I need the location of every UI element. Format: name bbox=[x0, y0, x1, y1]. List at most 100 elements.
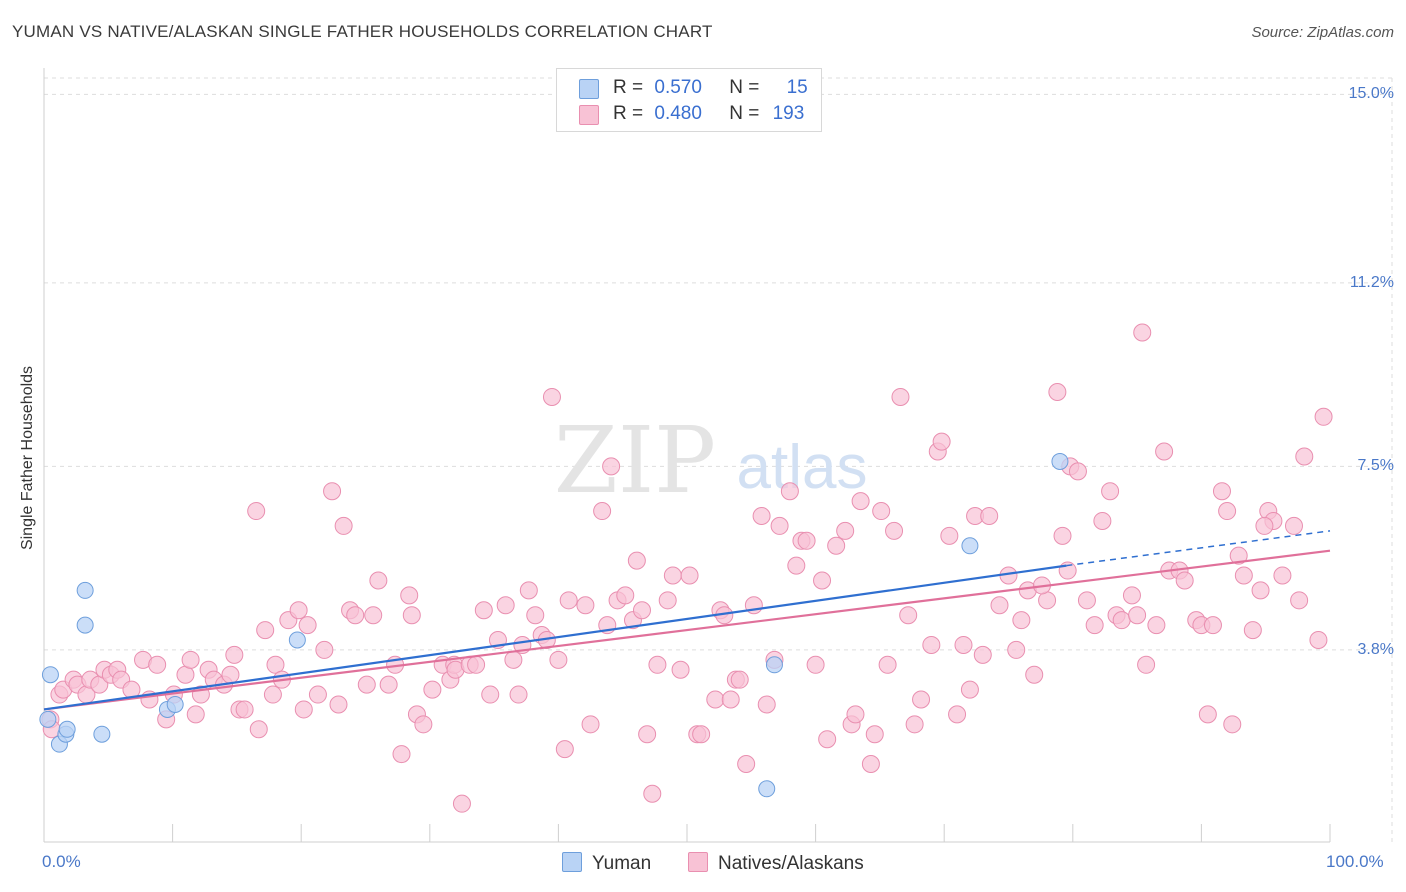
natives-point bbox=[770, 516, 789, 535]
natives-point bbox=[559, 591, 578, 610]
natives-point bbox=[1295, 447, 1314, 466]
natives-n-value: 193 bbox=[772, 103, 805, 124]
natives-point bbox=[980, 507, 999, 525]
natives-point bbox=[1273, 566, 1292, 585]
natives-point bbox=[1122, 586, 1141, 605]
natives-point bbox=[423, 680, 442, 699]
yuman-n-value: 15 bbox=[786, 77, 808, 98]
natives-point bbox=[861, 755, 880, 773]
natives-point bbox=[1243, 621, 1262, 640]
natives-point bbox=[369, 571, 388, 590]
yuman-point bbox=[1051, 452, 1069, 470]
natives-point bbox=[1255, 516, 1274, 535]
natives-point bbox=[256, 621, 275, 640]
natives-point bbox=[576, 596, 595, 615]
yuman-point bbox=[288, 631, 306, 649]
natives-point bbox=[692, 725, 711, 744]
natives-point bbox=[1314, 407, 1333, 426]
natives-point bbox=[1101, 482, 1120, 501]
yuman-legend-label: Yuman bbox=[592, 853, 652, 874]
natives-point bbox=[932, 432, 951, 451]
natives-legend-swatch bbox=[688, 852, 708, 872]
natives-point bbox=[1133, 323, 1152, 342]
natives-point bbox=[402, 606, 421, 625]
natives-point bbox=[757, 695, 776, 714]
watermark: ZIP atlas bbox=[554, 407, 868, 514]
natives-point bbox=[905, 715, 924, 734]
natives-point bbox=[186, 705, 205, 724]
natives-point bbox=[1223, 715, 1242, 734]
natives-point bbox=[885, 521, 904, 540]
natives-point bbox=[346, 606, 365, 625]
watermark-atlas: atlas bbox=[737, 433, 868, 502]
natives-point bbox=[648, 655, 667, 674]
natives-point bbox=[1212, 482, 1231, 501]
natives-point bbox=[1203, 616, 1222, 635]
natives-point bbox=[851, 492, 870, 511]
natives-point bbox=[922, 635, 941, 654]
natives-point bbox=[379, 675, 398, 694]
natives-point bbox=[1058, 561, 1077, 580]
natives-point bbox=[960, 680, 979, 699]
gridlines bbox=[44, 77, 1393, 842]
natives-point bbox=[632, 601, 651, 620]
natives-point bbox=[181, 650, 200, 669]
natives-point bbox=[298, 616, 317, 635]
natives-point bbox=[806, 655, 825, 674]
natives-point bbox=[1155, 442, 1174, 461]
y-tick-label: 3.8% bbox=[1357, 640, 1394, 658]
natives-point bbox=[263, 685, 282, 704]
yuman-r-value: 0.570 bbox=[654, 77, 702, 98]
yuman-trend-extension bbox=[1066, 530, 1331, 567]
natives-point bbox=[148, 655, 167, 674]
natives-point bbox=[671, 660, 690, 679]
x-tick-max: 100.0% bbox=[1326, 852, 1384, 871]
natives-trend-line bbox=[43, 549, 1331, 711]
natives-point bbox=[496, 596, 515, 615]
yuman-point bbox=[166, 695, 184, 713]
natives-point bbox=[323, 482, 342, 501]
yuman-point bbox=[76, 581, 94, 599]
natives-point bbox=[638, 725, 657, 744]
natives-point bbox=[1234, 566, 1253, 585]
natives-point bbox=[1309, 631, 1328, 649]
y-tick-label: 7.5% bbox=[1357, 457, 1394, 475]
natives-point bbox=[818, 730, 837, 749]
natives-point bbox=[1128, 606, 1147, 625]
natives-legend-label: Natives/Alaskans bbox=[718, 853, 864, 874]
natives-point bbox=[737, 755, 756, 773]
natives-point bbox=[249, 720, 268, 739]
natives-point bbox=[414, 715, 433, 734]
natives-point bbox=[948, 705, 967, 724]
natives-point bbox=[1218, 502, 1237, 521]
natives-point bbox=[1147, 616, 1166, 635]
natives-point bbox=[1290, 591, 1309, 610]
natives-point bbox=[1025, 665, 1044, 684]
natives-point bbox=[940, 526, 959, 545]
natives-point bbox=[1175, 571, 1194, 590]
natives-point bbox=[706, 690, 725, 709]
yuman-point bbox=[39, 710, 57, 728]
natives-point bbox=[973, 645, 992, 664]
natives-point bbox=[1229, 546, 1248, 565]
bottom-legend-natives: Natives/Alaskans bbox=[688, 852, 864, 875]
yuman-point bbox=[765, 656, 783, 674]
natives-point bbox=[1112, 611, 1131, 630]
natives-point bbox=[780, 482, 799, 501]
natives-point bbox=[1048, 383, 1067, 401]
yuman-points bbox=[39, 452, 1069, 798]
natives-point bbox=[509, 685, 528, 704]
natives-point bbox=[481, 685, 500, 704]
legend-r-label: R = bbox=[613, 103, 644, 124]
natives-point bbox=[392, 745, 411, 764]
natives-point bbox=[289, 601, 308, 620]
natives-point bbox=[467, 655, 486, 674]
natives-point bbox=[865, 725, 884, 744]
stats-legend: R = 0.570 N = 15 R = 0.480 N = 193 bbox=[556, 68, 822, 132]
natives-point bbox=[1093, 511, 1112, 530]
natives-point bbox=[555, 740, 574, 759]
chart-title: YUMAN VS NATIVE/ALASKAN SINGLE FATHER HO… bbox=[12, 22, 713, 41]
natives-point bbox=[1012, 611, 1031, 630]
natives-point bbox=[357, 675, 376, 694]
